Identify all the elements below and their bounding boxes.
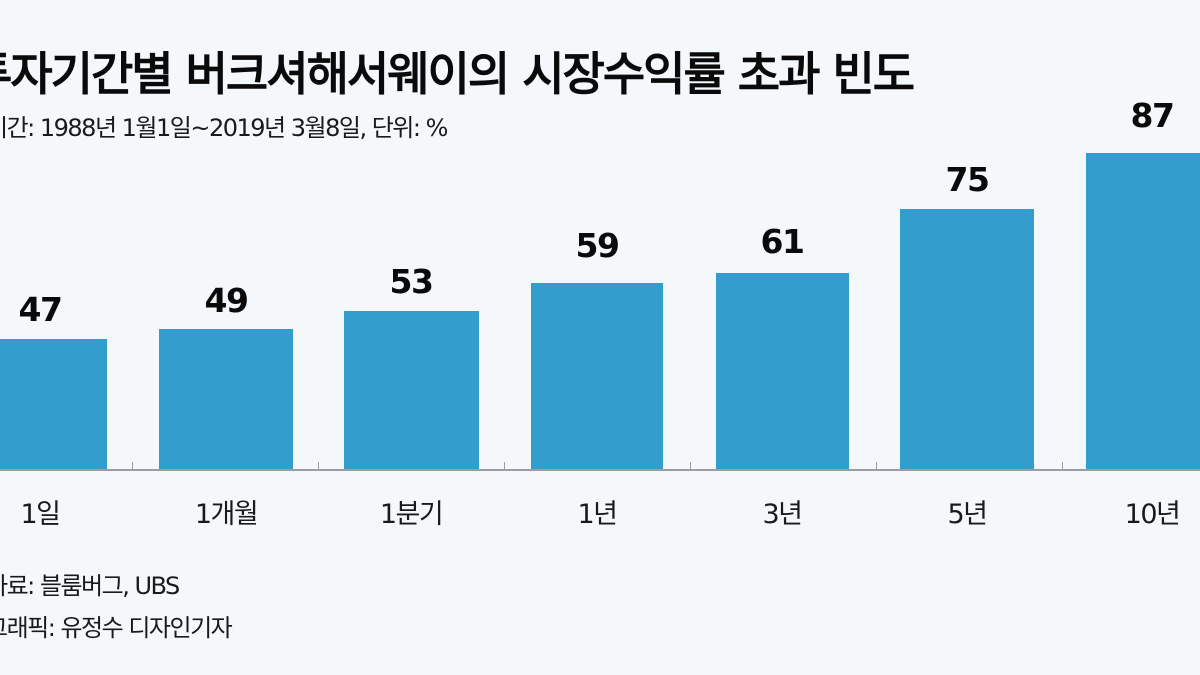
x-axis-tick: [690, 462, 691, 470]
x-axis-label: 1개월: [194, 499, 259, 530]
source-note: 자료: 블룸버그, UBS: [0, 572, 180, 600]
bar-10-years: [1086, 153, 1200, 469]
x-axis-label: 3년: [762, 499, 803, 530]
value-label: 75: [945, 160, 990, 199]
value-label: 59: [575, 226, 620, 265]
x-axis-label: 1일: [20, 499, 61, 530]
value-label: 61: [760, 222, 805, 261]
graphic-credit: 그래픽: 유정수 디자인기자: [0, 614, 233, 642]
bar-3-years: [716, 273, 849, 469]
value-label: 49: [204, 281, 249, 320]
bar-1-quarter: [344, 311, 479, 469]
x-axis-line: [0, 469, 1200, 471]
x-axis-tick: [1062, 462, 1063, 470]
x-axis-tick: [876, 462, 877, 470]
chart-title: 투자기간별 버크셔해서웨이의 시장수익률 초과 빈도: [0, 47, 915, 101]
value-label: 53: [389, 262, 434, 301]
x-axis-tick: [504, 462, 505, 470]
x-axis-label: 1년: [577, 499, 618, 530]
x-axis-tick: [132, 462, 133, 470]
x-axis-label: 5년: [947, 499, 988, 530]
x-axis-label: 1분기: [379, 499, 444, 530]
x-axis-label: 10년: [1124, 499, 1181, 530]
bar-1-month: [159, 329, 293, 469]
bar-1-year: [531, 283, 663, 469]
bar-5-years: [900, 209, 1034, 469]
bar-1-day: [0, 339, 107, 469]
value-label: 47: [18, 290, 63, 329]
chart-subtitle: 기간: 1988년 1월1일~2019년 3월8일, 단위: %: [0, 114, 448, 142]
x-axis-tick: [318, 462, 319, 470]
value-label: 87: [1130, 96, 1175, 135]
